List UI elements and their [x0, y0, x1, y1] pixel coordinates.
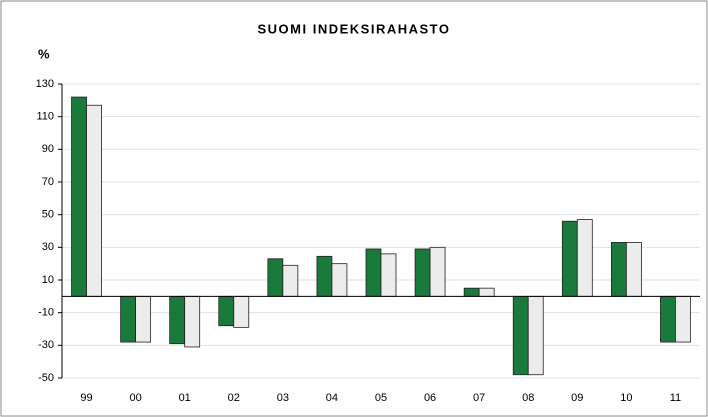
- x-tick-label: 03: [277, 392, 289, 404]
- bar: [316, 255, 333, 297]
- bar: [675, 295, 691, 343]
- x-tick-label: 06: [424, 392, 436, 404]
- x-tick-label: 09: [571, 392, 583, 404]
- bar: [478, 287, 495, 297]
- x-tick-label: 00: [129, 392, 141, 404]
- bar: [414, 248, 431, 297]
- y-tick-label: 10: [42, 274, 54, 286]
- bar: [660, 295, 676, 343]
- y-tick-label: -50: [38, 372, 54, 384]
- x-tick-label: 05: [375, 392, 387, 404]
- y-axis-label: %: [38, 46, 50, 61]
- y-tick-label: -30: [38, 339, 54, 351]
- bar: [429, 246, 446, 297]
- x-tick-label: 11: [670, 392, 681, 404]
- bar: [625, 242, 642, 297]
- bar: [86, 104, 102, 297]
- bar: [512, 295, 529, 376]
- x-tick-label: 08: [522, 392, 534, 404]
- bar: [233, 295, 250, 328]
- bar: [610, 242, 627, 297]
- x-tick-label: 07: [473, 392, 485, 404]
- bar: [527, 295, 544, 376]
- bar: [71, 96, 87, 297]
- bar: [267, 258, 284, 297]
- y-tick-label: 90: [42, 143, 54, 155]
- x-tick-label: 01: [179, 392, 191, 404]
- x-tick-label: 02: [228, 392, 240, 404]
- y-tick-label: 70: [42, 176, 54, 188]
- bar: [365, 248, 382, 297]
- bar: [120, 295, 137, 343]
- x-tick-label: 04: [326, 392, 338, 404]
- bar: [463, 287, 480, 297]
- y-tick-label: 50: [42, 209, 54, 221]
- y-tick-label: 130: [36, 78, 54, 90]
- bar: [218, 295, 235, 327]
- bar: [184, 295, 201, 348]
- x-tick-label: 10: [620, 392, 632, 404]
- x-tick-label: 99: [80, 392, 92, 404]
- chart-title: SUOMI INDEKSIRAHASTO: [258, 21, 451, 36]
- bar: [576, 219, 593, 297]
- y-tick-label: 30: [42, 241, 54, 253]
- y-tick-label: -10: [38, 307, 54, 319]
- bar: [331, 263, 348, 297]
- y-tick-label: 110: [36, 111, 54, 123]
- bar: [282, 264, 299, 297]
- bar: [169, 295, 186, 345]
- bar: [135, 295, 152, 343]
- bar: [561, 220, 578, 297]
- bar: [380, 253, 397, 297]
